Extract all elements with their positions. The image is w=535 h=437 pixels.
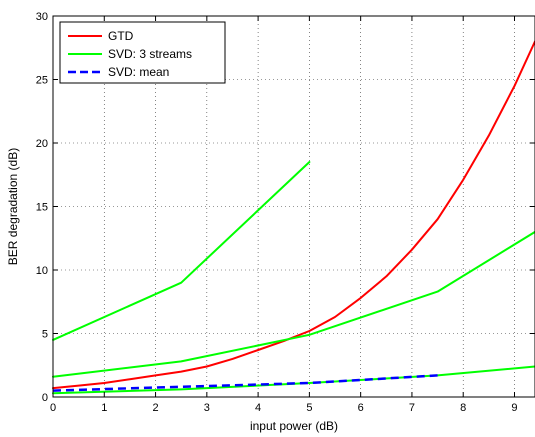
x-tick-label: 9 [511, 402, 517, 414]
x-tick-label: 7 [409, 402, 415, 414]
y-axis-label: BER degradation (dB) [6, 148, 20, 265]
grid-lines [53, 16, 535, 397]
x-axis-label: input power (dB) [250, 419, 338, 433]
x-tick-labels: 0 1 2 3 4 5 6 7 8 9 [50, 402, 518, 414]
y-tick-label: 10 [36, 265, 48, 277]
x-tick-label: 5 [306, 402, 312, 414]
x-tick-label: 4 [255, 402, 261, 414]
series-line-1 [52, 161, 311, 341]
y-tick-label: 25 [36, 75, 48, 87]
x-tick-label: 1 [101, 402, 107, 414]
y-tick-label: 0 [42, 392, 48, 404]
y-tick-label: 20 [36, 138, 48, 150]
x-tick-label: 8 [460, 402, 466, 414]
legend-label-0: GTD [108, 29, 134, 43]
x-tick-label: 0 [50, 402, 56, 414]
legend-label-1: SVD: 3 streams [108, 47, 192, 61]
plot-lines [52, 40, 535, 395]
legend-label-2: SVD: mean [108, 65, 169, 79]
x-tick-label: 6 [358, 402, 364, 414]
x-tick-label: 3 [204, 402, 210, 414]
legend: GTD SVD: 3 streams SVD: mean [59, 21, 226, 84]
series-line-2 [52, 230, 535, 378]
y-tick-label: 15 [36, 202, 48, 214]
y-tick-labels: 0 5 10 15 20 25 30 [36, 11, 48, 404]
y-tick-label: 5 [42, 329, 48, 341]
y-tick-label: 30 [36, 11, 48, 23]
series-line-3 [52, 365, 535, 395]
x-tick-label: 2 [152, 402, 158, 414]
axis-ticks [52, 15, 535, 398]
series-line-0 [52, 40, 535, 390]
